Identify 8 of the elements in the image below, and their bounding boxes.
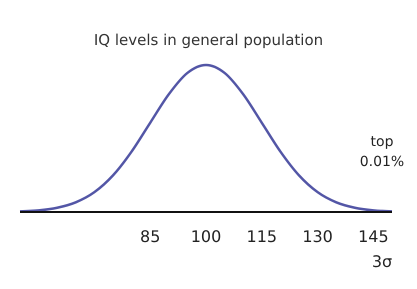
x-tick-label: 100 (190, 227, 222, 246)
x-tick-label: 130 (302, 227, 333, 246)
x-tick-label: 145 (358, 227, 389, 246)
x-tick-label: 115 (246, 227, 278, 246)
text: 3σ (372, 252, 392, 271)
annotation: top 0.01% (360, 134, 404, 170)
chart-title: IQ levels in general population (94, 31, 324, 49)
x-tick-label: 85 (140, 227, 160, 246)
